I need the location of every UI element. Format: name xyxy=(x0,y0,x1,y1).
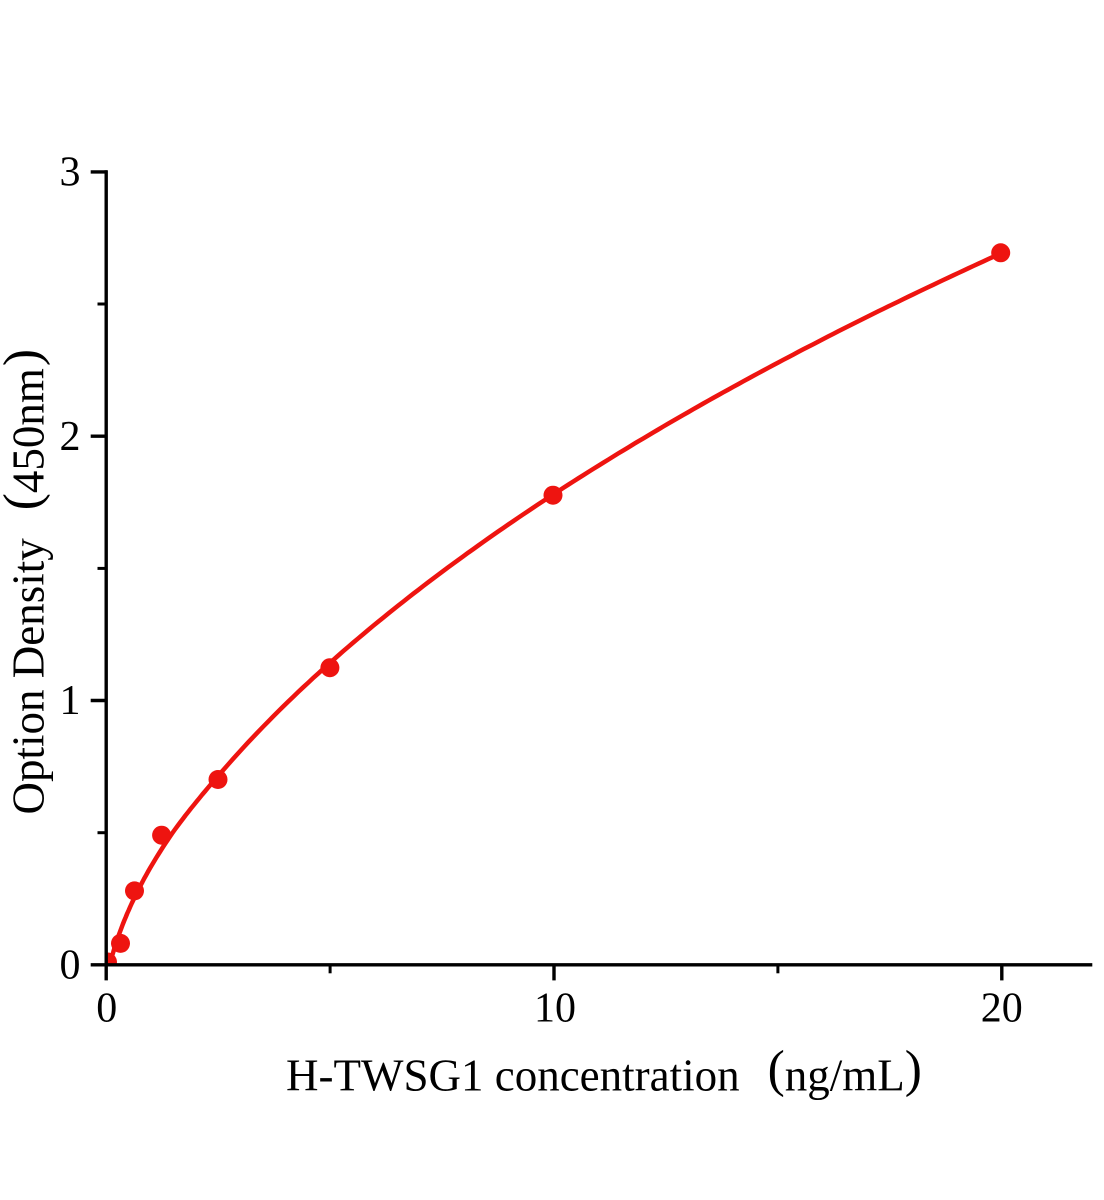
svg-text:10: 10 xyxy=(534,986,576,1032)
svg-text:0: 0 xyxy=(60,943,81,989)
svg-text:1: 1 xyxy=(60,678,81,724)
svg-text:H-TWSG1 concentration(ng/mL): H-TWSG1 concentration (ng/mL) xyxy=(286,1041,922,1101)
svg-text:2: 2 xyxy=(60,414,81,460)
svg-text:0: 0 xyxy=(96,986,117,1032)
svg-text:Option Density(450nm): Option Density(450nm) xyxy=(0,349,54,815)
svg-text:20: 20 xyxy=(981,986,1023,1032)
svg-text:3: 3 xyxy=(60,150,81,196)
